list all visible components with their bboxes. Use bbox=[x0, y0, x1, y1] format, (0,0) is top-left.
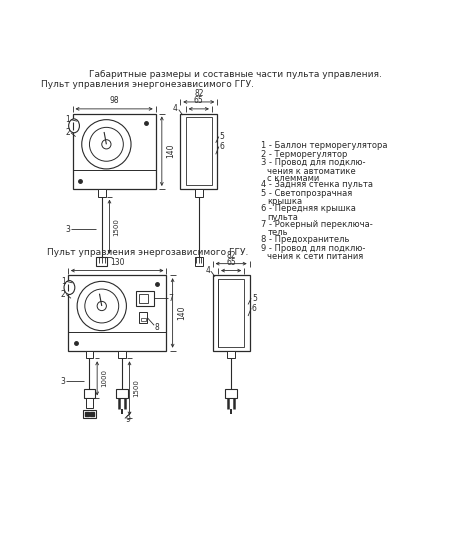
Text: пульта: пульта bbox=[267, 213, 297, 222]
Ellipse shape bbox=[68, 119, 79, 133]
Bar bbox=[180, 113, 217, 189]
Bar bbox=[218, 279, 244, 347]
Bar bbox=[185, 117, 212, 185]
Bar bbox=[68, 275, 166, 351]
Bar bbox=[195, 256, 202, 266]
Text: 1: 1 bbox=[61, 277, 66, 286]
Text: Пульт управления энергонезависимого ГГУ.: Пульт управления энергонезависимого ГГУ. bbox=[40, 80, 253, 89]
Circle shape bbox=[82, 119, 131, 169]
Text: чения к автоматике: чения к автоматике bbox=[267, 167, 355, 175]
Bar bbox=[135, 290, 154, 306]
Text: Габаритные размеры и составные части пульта управления.: Габаритные размеры и составные части пул… bbox=[89, 70, 381, 79]
Text: тель: тель bbox=[267, 228, 287, 237]
Text: 3: 3 bbox=[65, 225, 70, 233]
Text: с клеммами: с клеммами bbox=[267, 174, 319, 182]
Text: 140: 140 bbox=[166, 144, 175, 158]
Text: 65: 65 bbox=[226, 258, 235, 267]
Circle shape bbox=[84, 289, 118, 323]
Bar bbox=[73, 113, 155, 189]
Bar bbox=[98, 189, 106, 197]
Bar bbox=[224, 389, 237, 398]
Circle shape bbox=[89, 127, 123, 161]
Bar bbox=[115, 389, 128, 398]
Circle shape bbox=[77, 281, 126, 330]
Text: 1 - Баллон терморегулятора: 1 - Баллон терморегулятора bbox=[261, 141, 387, 150]
Text: 82: 82 bbox=[226, 251, 235, 260]
Text: 5: 5 bbox=[219, 132, 224, 141]
Text: Пульт управления энергозависимого ГГУ.: Пульт управления энергозависимого ГГУ. bbox=[46, 248, 247, 258]
Bar bbox=[118, 351, 125, 358]
Bar bbox=[141, 317, 146, 321]
Text: 140: 140 bbox=[177, 306, 186, 320]
Text: 65: 65 bbox=[194, 96, 203, 105]
Text: крышка: крышка bbox=[267, 197, 302, 207]
Text: 2 - Терморегулятор: 2 - Терморегулятор bbox=[261, 150, 347, 159]
Bar bbox=[195, 189, 202, 197]
Text: 6 - Передняя крышка: 6 - Передняя крышка bbox=[261, 204, 355, 213]
Text: 82: 82 bbox=[194, 89, 203, 98]
Text: 5: 5 bbox=[252, 294, 256, 303]
Text: 1500: 1500 bbox=[133, 379, 139, 397]
Bar bbox=[85, 398, 93, 408]
Text: 3: 3 bbox=[61, 377, 66, 386]
Text: 1500: 1500 bbox=[113, 218, 119, 236]
Text: 98: 98 bbox=[109, 96, 118, 105]
Text: 4 - Задняя стенка пульта: 4 - Задняя стенка пульта bbox=[261, 180, 372, 190]
Ellipse shape bbox=[64, 281, 75, 294]
Text: 5 - Светопрозрачная: 5 - Светопрозрачная bbox=[261, 189, 352, 198]
Bar bbox=[96, 256, 107, 266]
Text: 6: 6 bbox=[219, 142, 224, 151]
Bar bbox=[85, 351, 93, 358]
Bar bbox=[84, 389, 95, 398]
Text: 1: 1 bbox=[65, 115, 70, 124]
Text: 2: 2 bbox=[65, 128, 70, 137]
Text: 7 - Рокерный переключа-: 7 - Рокерный переключа- bbox=[261, 220, 372, 229]
Text: 4: 4 bbox=[205, 266, 210, 275]
Bar bbox=[83, 410, 95, 418]
Circle shape bbox=[97, 301, 106, 311]
Text: 3 - Провод для подклю-: 3 - Провод для подклю- bbox=[261, 158, 365, 167]
Text: 8 - Предохранитель: 8 - Предохранитель bbox=[261, 235, 349, 244]
Text: 130: 130 bbox=[110, 258, 124, 267]
Bar bbox=[227, 351, 235, 358]
Bar bbox=[139, 294, 148, 303]
Text: 8: 8 bbox=[155, 323, 159, 332]
Text: 7: 7 bbox=[168, 294, 173, 303]
Text: чения к сети питания: чения к сети питания bbox=[267, 252, 363, 261]
Text: 9 - Провод для подклю-: 9 - Провод для подклю- bbox=[261, 244, 365, 253]
Text: 4: 4 bbox=[173, 104, 178, 113]
Circle shape bbox=[101, 140, 111, 149]
Bar bbox=[212, 275, 249, 351]
Text: 1000: 1000 bbox=[101, 369, 107, 387]
Text: 2: 2 bbox=[61, 290, 66, 299]
Text: 9: 9 bbox=[125, 415, 130, 425]
Bar bbox=[139, 312, 147, 323]
Text: 6: 6 bbox=[252, 304, 256, 313]
